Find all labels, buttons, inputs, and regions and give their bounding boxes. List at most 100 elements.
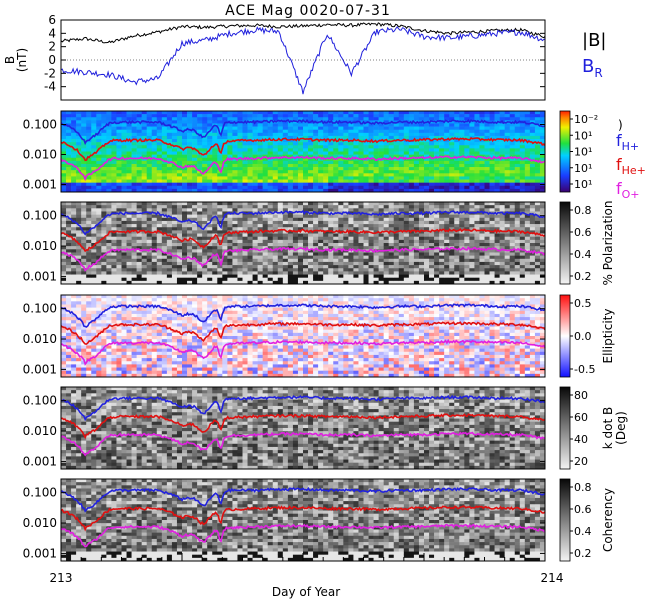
spectrogram-cell bbox=[297, 268, 304, 272]
spectrogram-cell bbox=[534, 208, 541, 212]
spectrogram-cell bbox=[368, 142, 374, 146]
spectrogram-cell bbox=[449, 111, 455, 115]
spectrogram-cell bbox=[267, 217, 274, 222]
spectrogram-cell bbox=[313, 277, 319, 282]
spectrogram-cell bbox=[509, 217, 516, 222]
spectrogram-cell bbox=[474, 252, 480, 256]
spectrogram-cell bbox=[267, 173, 274, 177]
spectrogram-cell bbox=[519, 173, 526, 177]
spectrogram-cell bbox=[373, 176, 379, 180]
spectrogram-cell bbox=[242, 217, 248, 222]
spectrogram-cell bbox=[403, 249, 410, 253]
spectrogram-cell bbox=[292, 280, 299, 285]
spectrogram-cell bbox=[524, 268, 531, 272]
spectrogram-cell bbox=[358, 163, 364, 168]
spectrogram-cell bbox=[176, 258, 183, 263]
spectrogram-cell bbox=[358, 182, 364, 187]
spectrogram-cell bbox=[171, 220, 178, 225]
spectrogram-cell bbox=[207, 211, 213, 215]
spectrogram-cell bbox=[313, 243, 319, 247]
spectrogram-cell bbox=[474, 217, 480, 222]
spectrogram-cell bbox=[424, 261, 430, 266]
spectrogram-cell bbox=[252, 145, 258, 149]
spectrogram-cell bbox=[116, 220, 122, 225]
spectrogram-cell bbox=[393, 268, 400, 272]
spectrogram-cell bbox=[429, 148, 435, 152]
spectrogram-cell bbox=[529, 132, 536, 137]
spectrogram-cell bbox=[504, 160, 511, 165]
spectrogram-cell bbox=[197, 230, 203, 234]
spectrogram-cell bbox=[439, 173, 445, 177]
spectrogram-cell bbox=[474, 249, 480, 253]
spectrogram-cell bbox=[182, 167, 188, 171]
spectrogram-cell bbox=[227, 224, 233, 228]
spectrogram-cell bbox=[338, 243, 344, 247]
spectrogram-cell bbox=[484, 154, 490, 159]
spectrogram-cell bbox=[161, 274, 168, 278]
spectrogram-cell bbox=[121, 151, 127, 155]
spectrogram-cell bbox=[187, 132, 193, 137]
spectrogram-cell bbox=[126, 236, 132, 241]
spectrogram-cell bbox=[439, 188, 445, 193]
spectrogram-cell bbox=[262, 249, 269, 253]
spectrogram-cell bbox=[121, 176, 127, 180]
spectrogram-cell bbox=[96, 163, 102, 168]
spectrogram-cell bbox=[338, 142, 344, 146]
spectrogram-cell bbox=[383, 265, 390, 269]
spectrogram-cell bbox=[413, 123, 420, 127]
spectrogram-cell bbox=[398, 236, 405, 241]
spectrogram-cell bbox=[141, 246, 148, 250]
spectrogram-cell bbox=[429, 173, 435, 177]
spectrogram-cell bbox=[413, 252, 420, 256]
spectrogram-cell bbox=[524, 233, 531, 237]
spectrogram-cell bbox=[449, 236, 455, 241]
spectrogram-cell bbox=[418, 142, 425, 146]
spectrogram-cell bbox=[106, 224, 112, 228]
spectrogram-cell bbox=[166, 258, 173, 263]
spectrogram-cell bbox=[313, 208, 319, 212]
spectrogram-cell bbox=[353, 111, 359, 115]
spectrogram-cell bbox=[282, 182, 289, 187]
spectrogram-cell bbox=[111, 170, 117, 174]
spectrogram-cell bbox=[106, 265, 112, 269]
spectrogram-cell bbox=[212, 249, 218, 253]
spectrogram-cell bbox=[449, 277, 455, 282]
spectrogram-cell bbox=[131, 170, 137, 174]
spectrogram-cell bbox=[353, 182, 359, 187]
spectrogram-cell bbox=[227, 182, 233, 187]
spectrogram-cell bbox=[534, 170, 541, 174]
spectrogram-cell bbox=[66, 170, 72, 174]
spectrogram-cell bbox=[86, 163, 92, 168]
spectrogram-cell bbox=[368, 243, 374, 247]
spectrogram-cell bbox=[116, 170, 122, 174]
spectrogram-cell bbox=[333, 111, 339, 115]
spectrogram-cell bbox=[514, 265, 521, 269]
spectrogram-cell bbox=[514, 145, 521, 149]
spectrogram-cell bbox=[166, 157, 173, 162]
spectrogram-cell bbox=[338, 160, 344, 165]
spectrogram-cell bbox=[383, 185, 390, 190]
spectrogram-cell bbox=[318, 233, 324, 237]
spectrogram-cell bbox=[418, 246, 425, 250]
spectrogram-cell bbox=[529, 202, 536, 206]
spectrogram-cell bbox=[232, 227, 238, 231]
spectrogram-cell bbox=[136, 160, 142, 165]
spectrogram-cell bbox=[504, 135, 511, 140]
spectrogram-cell bbox=[66, 157, 72, 162]
spectrogram-cell bbox=[116, 236, 122, 241]
spectrogram-cell bbox=[161, 205, 168, 209]
spectrogram-cell bbox=[444, 123, 450, 127]
spectrogram-cell bbox=[161, 157, 168, 162]
spectrogram-cell bbox=[398, 230, 405, 234]
spectrogram-cell bbox=[161, 280, 168, 285]
spectrogram-cell bbox=[101, 202, 107, 206]
spectrogram-cell bbox=[287, 274, 294, 278]
spectrogram-cell bbox=[418, 277, 425, 282]
spectrogram-cell bbox=[176, 142, 183, 146]
spectrogram-cell bbox=[504, 224, 511, 228]
spectrogram-cell bbox=[91, 145, 97, 149]
spectrogram-cell bbox=[358, 117, 364, 121]
spectrogram-cell bbox=[66, 185, 72, 190]
spectrogram-cell bbox=[509, 249, 516, 253]
spectrogram-cell bbox=[272, 268, 279, 272]
